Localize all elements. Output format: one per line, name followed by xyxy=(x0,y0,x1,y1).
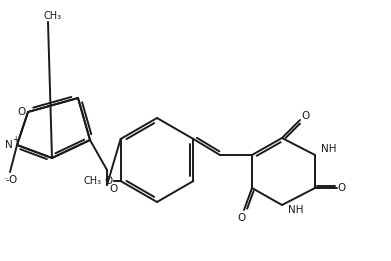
Text: CH₃: CH₃ xyxy=(44,11,62,21)
Text: O: O xyxy=(109,184,117,194)
Text: NH: NH xyxy=(321,144,337,154)
Text: -O: -O xyxy=(6,175,18,185)
Text: NH: NH xyxy=(288,205,304,215)
Text: O: O xyxy=(18,107,26,117)
Text: O: O xyxy=(104,176,113,186)
Text: O: O xyxy=(301,111,309,121)
Text: ⁻: ⁻ xyxy=(4,175,8,185)
Text: O: O xyxy=(338,183,346,193)
Text: N: N xyxy=(5,140,13,150)
Text: +: + xyxy=(12,135,18,145)
Text: O: O xyxy=(237,213,245,223)
Text: CH₃: CH₃ xyxy=(84,176,102,186)
